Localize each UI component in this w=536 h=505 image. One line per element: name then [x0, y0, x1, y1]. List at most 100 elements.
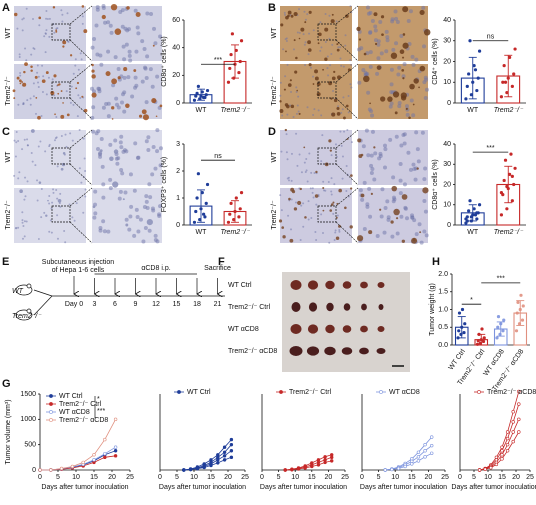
nucleus: [74, 64, 77, 67]
nucleus: [391, 175, 396, 180]
zoom-line: [335, 5, 359, 25]
stain: [60, 167, 64, 171]
nucleus: [56, 214, 59, 217]
x-tick-label: 10: [190, 474, 198, 481]
stain: [304, 21, 307, 24]
data-point: [49, 468, 53, 472]
stain: [422, 187, 429, 194]
nucleus: [75, 202, 78, 205]
stain: [58, 83, 61, 86]
nucleus: [65, 90, 68, 93]
stain: [336, 43, 339, 46]
nucleus: [332, 90, 335, 93]
stain: [62, 152, 66, 155]
stain: [314, 76, 319, 81]
zoom-line: [69, 129, 93, 149]
row-label: WT: [271, 151, 278, 163]
nucleus: [347, 111, 350, 114]
nucleus: [14, 155, 17, 158]
data-point: [511, 420, 515, 424]
legend-marker: [49, 394, 53, 398]
nucleus: [321, 232, 324, 235]
data-point: [511, 439, 515, 444]
nucleus: [295, 112, 298, 115]
stain: [23, 70, 26, 74]
data-point: [238, 207, 242, 211]
nucleus: [22, 225, 25, 228]
data-point: [195, 467, 200, 471]
stain: [54, 113, 56, 116]
nucleus: [56, 237, 59, 240]
nucleus: [382, 165, 387, 170]
data-point: [103, 452, 107, 456]
data-point: [430, 443, 434, 448]
mouse-ear: [26, 283, 32, 289]
legend-label: WT Ctrl: [187, 389, 211, 396]
nucleus: [402, 62, 407, 67]
nucleus: [106, 101, 111, 106]
stain: [393, 208, 400, 216]
nucleus: [30, 152, 33, 155]
nucleus: [358, 188, 363, 193]
stain: [45, 214, 48, 217]
nucleus: [302, 225, 305, 228]
data-point: [475, 342, 480, 346]
nucleus: [406, 19, 411, 24]
injection-label: Subcutaneous injection: [42, 259, 114, 266]
micrograph: [280, 130, 352, 185]
nucleus: [123, 190, 128, 195]
tumor: [342, 281, 352, 289]
data-point: [296, 467, 301, 471]
nucleus: [84, 195, 87, 198]
nucleus: [158, 163, 163, 168]
stain: [91, 74, 96, 79]
data-point: [222, 454, 227, 458]
nucleus: [125, 28, 130, 33]
nucleus: [297, 95, 300, 98]
nucleus: [113, 55, 118, 60]
nucleus: [82, 137, 85, 140]
nucleus: [98, 53, 103, 58]
nucleus: [115, 161, 120, 166]
nucleus: [373, 151, 378, 156]
nucleus: [119, 134, 124, 139]
stain: [333, 70, 336, 73]
nucleus: [142, 47, 147, 52]
x-tick-label: 25: [341, 474, 349, 481]
nucleus: [48, 17, 51, 20]
tumor: [308, 302, 318, 312]
data-point: [233, 209, 237, 214]
nucleus: [343, 130, 346, 133]
nucleus: [120, 24, 125, 29]
stain: [92, 205, 96, 209]
tumor: [290, 280, 302, 290]
stain: [338, 224, 341, 228]
stain: [109, 156, 114, 162]
data-point: [103, 437, 107, 442]
nucleus: [40, 188, 43, 191]
nucleus: [296, 104, 299, 107]
data-point: [70, 464, 75, 469]
x-tick-label: 10: [391, 474, 399, 481]
data-point: [498, 332, 502, 336]
nucleus: [347, 94, 350, 97]
nucleus: [78, 167, 81, 170]
data-point: [416, 459, 421, 463]
stain: [314, 69, 319, 74]
nucleus: [370, 166, 375, 171]
stain: [55, 29, 58, 32]
nucleus: [72, 72, 75, 75]
stain: [114, 28, 122, 35]
nucleus: [388, 137, 393, 142]
nucleus: [15, 141, 18, 144]
x-tick-label: 15: [90, 474, 98, 481]
y-axis-label: Tumor volume (mm³): [5, 399, 12, 464]
nucleus: [349, 59, 352, 62]
y-tick-label: 0: [176, 100, 180, 107]
data-point: [198, 218, 202, 222]
nucleus: [302, 202, 305, 205]
stain: [333, 98, 338, 103]
stain: [380, 15, 385, 19]
nucleus: [132, 233, 137, 238]
